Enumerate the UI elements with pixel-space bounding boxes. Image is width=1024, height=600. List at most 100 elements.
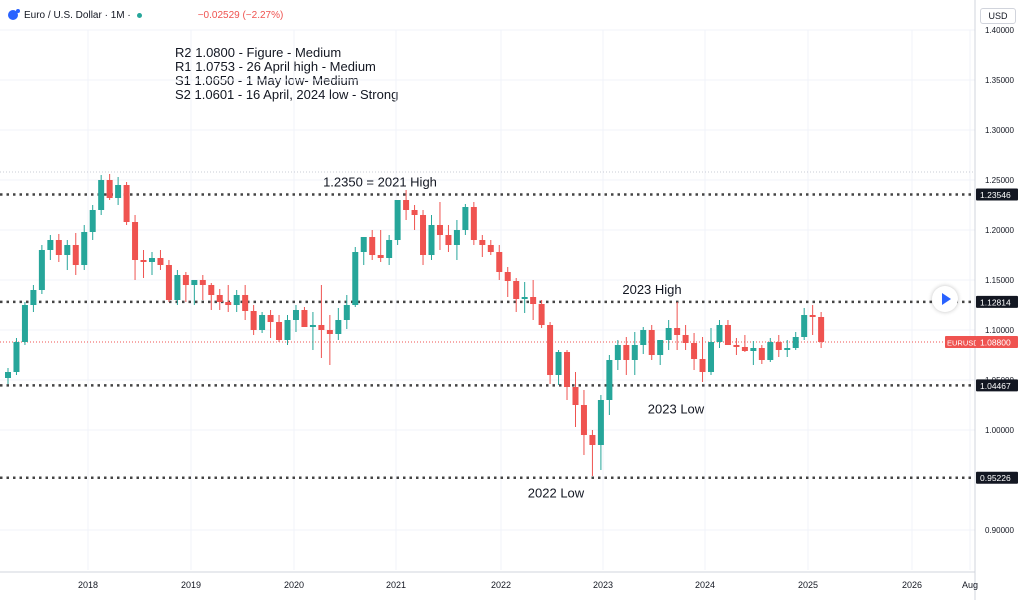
candle-body[interactable]: [530, 297, 537, 304]
candle-body[interactable]: [555, 352, 562, 375]
candle-body[interactable]: [360, 237, 367, 252]
candle-body[interactable]: [123, 185, 130, 222]
candle-body[interactable]: [301, 310, 308, 327]
candle-body[interactable]: [741, 347, 748, 351]
candle-body[interactable]: [318, 325, 325, 330]
candle-body[interactable]: [674, 328, 681, 335]
candle-body[interactable]: [428, 225, 435, 255]
candle-body[interactable]: [259, 315, 266, 330]
candle-body[interactable]: [767, 342, 774, 360]
candle-body[interactable]: [377, 255, 384, 258]
candle-body[interactable]: [21, 305, 28, 342]
candle-body[interactable]: [199, 280, 206, 285]
candle-body[interactable]: [335, 320, 342, 334]
candle-body[interactable]: [98, 180, 105, 210]
candle-body[interactable]: [225, 302, 232, 305]
candle-body[interactable]: [640, 330, 647, 345]
candle-body[interactable]: [309, 325, 316, 327]
candle-body[interactable]: [165, 265, 172, 300]
candle-body[interactable]: [5, 372, 11, 378]
candle-body[interactable]: [564, 352, 571, 387]
candle-body[interactable]: [55, 240, 62, 255]
candle-body[interactable]: [276, 322, 283, 340]
candle-body[interactable]: [775, 342, 782, 350]
candle-body[interactable]: [343, 305, 350, 320]
candle-body[interactable]: [115, 185, 122, 198]
candle-body[interactable]: [81, 232, 88, 265]
candle-body[interactable]: [89, 210, 96, 232]
candle-body[interactable]: [436, 225, 443, 235]
candle-body[interactable]: [462, 207, 469, 230]
candle-body[interactable]: [267, 315, 274, 322]
candle-body[interactable]: [691, 343, 698, 359]
candle-body[interactable]: [648, 330, 655, 355]
candle-body[interactable]: [64, 245, 71, 255]
candle-body[interactable]: [30, 290, 37, 305]
candle-body[interactable]: [369, 237, 376, 255]
candle-body[interactable]: [699, 359, 706, 372]
candle-body[interactable]: [758, 348, 765, 360]
candle-body[interactable]: [631, 345, 638, 360]
candle-body[interactable]: [326, 330, 333, 334]
candle-body[interactable]: [148, 258, 155, 262]
candle-body[interactable]: [547, 325, 554, 375]
candle-body[interactable]: [470, 207, 477, 240]
candle-body[interactable]: [445, 235, 452, 245]
candle-body[interactable]: [72, 245, 79, 265]
candle-body[interactable]: [792, 337, 799, 348]
candle-body[interactable]: [242, 295, 249, 311]
candle-body[interactable]: [580, 405, 587, 435]
candle-body[interactable]: [801, 315, 808, 337]
candle-body[interactable]: [487, 245, 494, 252]
candle-body[interactable]: [284, 320, 291, 340]
candle-body[interactable]: [479, 240, 486, 245]
candle-body[interactable]: [132, 222, 139, 260]
candle-body[interactable]: [140, 260, 147, 262]
candle-body[interactable]: [597, 400, 604, 445]
candle-body[interactable]: [208, 285, 215, 295]
candle-body[interactable]: [38, 250, 45, 290]
candle-body[interactable]: [216, 295, 223, 302]
candle-body[interactable]: [420, 215, 427, 255]
play-replay-button[interactable]: [932, 286, 958, 312]
candle-body[interactable]: [233, 295, 240, 305]
candle-body[interactable]: [572, 387, 579, 405]
candle-body[interactable]: [106, 180, 113, 198]
candle-body[interactable]: [606, 360, 613, 400]
candle-body[interactable]: [733, 345, 740, 347]
candle-body[interactable]: [453, 230, 460, 245]
candle-body[interactable]: [513, 281, 520, 299]
currency-button[interactable]: USD: [980, 8, 1016, 24]
candle-body[interactable]: [182, 275, 189, 285]
candle-body[interactable]: [250, 311, 257, 330]
candle-body[interactable]: [47, 240, 54, 250]
candle-body[interactable]: [191, 280, 198, 285]
candle-body[interactable]: [394, 200, 401, 240]
candle-body[interactable]: [504, 272, 511, 281]
candle-body[interactable]: [682, 335, 689, 343]
candle-body[interactable]: [665, 328, 672, 340]
candle-body[interactable]: [784, 348, 791, 350]
candle-body[interactable]: [809, 315, 816, 317]
candle-body[interactable]: [292, 310, 299, 320]
candle-body[interactable]: [403, 200, 410, 210]
candle-body[interactable]: [716, 325, 723, 342]
candle-body[interactable]: [750, 348, 757, 351]
symbol-title[interactable]: Euro / U.S. Dollar · 1M ·: [24, 9, 131, 21]
candle-body[interactable]: [657, 340, 664, 355]
candle-body[interactable]: [13, 342, 20, 372]
candle-body[interactable]: [411, 210, 418, 215]
candle-body[interactable]: [708, 342, 715, 372]
candle-body[interactable]: [174, 275, 181, 300]
candle-body[interactable]: [724, 325, 731, 345]
candle-body[interactable]: [614, 345, 621, 360]
candle-body[interactable]: [157, 258, 164, 265]
candle-body[interactable]: [352, 252, 359, 305]
candle-body[interactable]: [818, 317, 825, 342]
candle-body[interactable]: [386, 240, 393, 258]
candle-body[interactable]: [496, 252, 503, 272]
candle-body[interactable]: [521, 297, 528, 299]
candle-body[interactable]: [589, 435, 596, 445]
candle-body[interactable]: [538, 304, 545, 325]
